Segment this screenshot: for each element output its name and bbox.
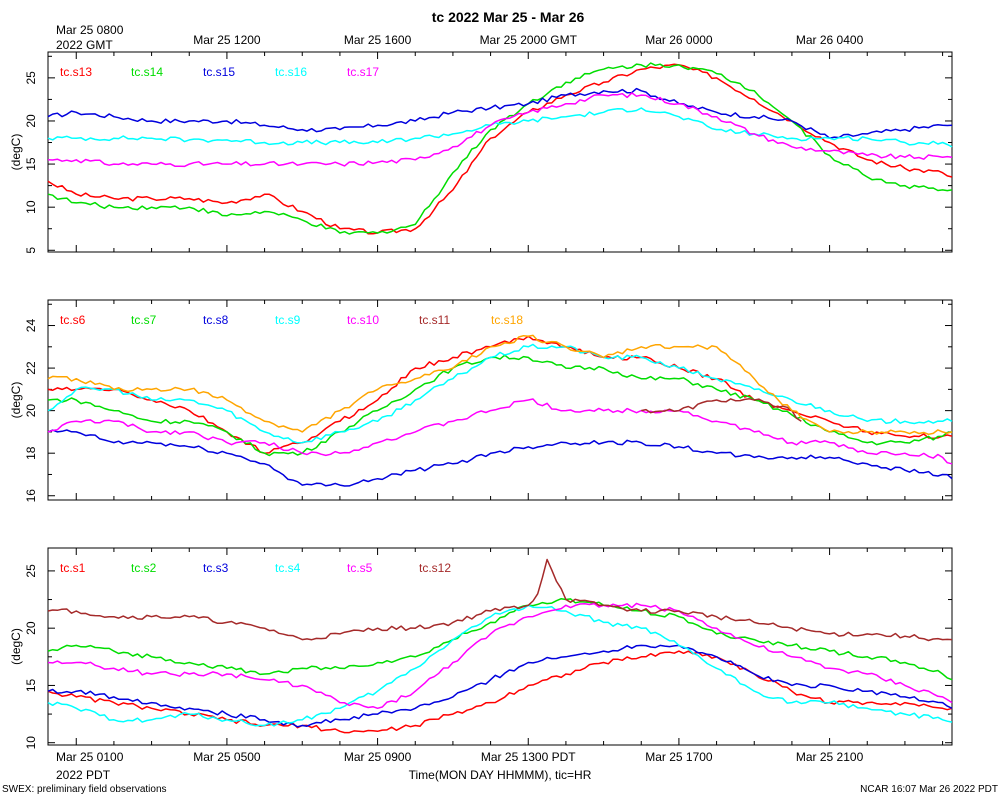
legend-entry-tc.s1: tc.s1 xyxy=(60,561,86,575)
bottom-axis-labels: Mar 25 0500 Mar 25 0900 Mar 25 1300 PDT Mar… xyxy=(193,750,863,764)
bottom-axis-label: Mar 25 2100 xyxy=(796,750,864,764)
bottom-axis-label: Mar 25 1700 xyxy=(645,750,713,764)
series-line-tc.s8 xyxy=(47,429,953,487)
footer-left-note: SWEX: preliminary field observations xyxy=(2,784,167,795)
y-tick-label: 20 xyxy=(24,404,38,418)
bottom-axis-label: Mar 25 0500 xyxy=(193,750,261,764)
y-tick-label: 25 xyxy=(24,564,38,578)
series-line-tc.s12 xyxy=(47,558,953,642)
top-axis-label: Mar 26 0400 xyxy=(796,33,864,47)
y-tick-label: 16 xyxy=(24,489,38,503)
legend-entry-tc.s13: tc.s13 xyxy=(60,65,92,79)
legend-entry-tc.s8: tc.s8 xyxy=(203,313,229,327)
series-line-tc.s10 xyxy=(47,398,953,465)
y-tick-label: 22 xyxy=(24,361,38,375)
legend-entry-tc.s12: tc.s12 xyxy=(419,561,451,575)
chart-panels: 5 10 15 20 25 (degC) tc.s13 tc.s14 tc.s15 tc.s16 t… xyxy=(9,51,953,750)
y-tick-label: 10 xyxy=(24,736,38,750)
series-line-tc.s3 xyxy=(47,644,953,728)
y-tick-label: 24 xyxy=(24,319,38,333)
bottom-axis-first-label-line2: 2022 PDT xyxy=(56,768,111,782)
y-tick-label: 10 xyxy=(24,200,38,214)
series-line-tc.s6 xyxy=(47,335,953,454)
bottom-axis-first-label-line1: Mar 25 0100 xyxy=(56,750,124,764)
top-axis-label: Mar 25 2000 GMT xyxy=(480,33,578,47)
top-axis-label: Mar 26 0000 xyxy=(645,33,713,47)
y-axis-label: (degC) xyxy=(9,382,23,419)
bottom-axis-label: Mar 25 0900 xyxy=(344,750,412,764)
y-tick-label: 15 xyxy=(24,157,38,171)
legend-entry-tc.s11: tc.s11 xyxy=(419,313,450,327)
series-line-tc.s2 xyxy=(47,597,953,681)
legend-entry-tc.s17: tc.s17 xyxy=(347,65,379,79)
plot-frame xyxy=(47,51,953,253)
top-axis-label: Mar 25 1600 xyxy=(344,33,412,47)
series-line-tc.s5 xyxy=(47,602,953,710)
legend-entry-tc.s6: tc.s6 xyxy=(60,313,86,327)
plot-frame xyxy=(47,547,953,746)
legend-entry-tc.s15: tc.s15 xyxy=(203,65,235,79)
legend-entry-tc.s2: tc.s2 xyxy=(131,561,157,575)
panel-middle: 16 18 20 22 24 (degC) tc.s6 tc.s7 tc.s8 tc.s9 tc.s… xyxy=(9,299,953,503)
y-tick-label: 18 xyxy=(24,446,38,460)
y-tick-label: 15 xyxy=(24,678,38,692)
y-tick-label: 5 xyxy=(24,247,38,254)
series-line-tc.s17 xyxy=(47,92,953,168)
series-line-tc.s4 xyxy=(47,604,953,727)
top-axis-first-label-line2: 2022 GMT xyxy=(56,38,113,52)
series-line-tc.s11 xyxy=(641,398,802,422)
x-axis-title: Time(MON DAY HHMMM), tic=HR xyxy=(409,768,592,782)
legend-entry-tc.s5: tc.s5 xyxy=(347,561,373,575)
legend-entry-tc.s3: tc.s3 xyxy=(203,561,229,575)
bottom-axis-label: Mar 25 1300 PDT xyxy=(481,750,576,764)
top-axis-first-label-line1: Mar 25 0800 xyxy=(56,23,124,37)
series-line-tc.s16 xyxy=(47,107,953,148)
top-axis-label: Mar 25 1200 xyxy=(193,33,261,47)
y-tick-label: 25 xyxy=(24,71,38,85)
y-tick-label: 20 xyxy=(24,114,38,128)
panel-top: 5 10 15 20 25 (degC) tc.s13 tc.s14 tc.s15 tc.s16 t… xyxy=(9,51,953,254)
y-tick-label: 20 xyxy=(24,621,38,635)
legend-entry-tc.s9: tc.s9 xyxy=(275,313,301,327)
series-line-tc.s9 xyxy=(47,343,953,444)
y-axis-label: (degC) xyxy=(9,628,23,665)
legend-entry-tc.s10: tc.s10 xyxy=(347,313,379,327)
series-line-tc.s18 xyxy=(47,334,953,436)
chart-title: tc 2022 Mar 25 - Mar 26 xyxy=(432,9,585,25)
legend-entry-tc.s4: tc.s4 xyxy=(275,561,301,575)
series-line-tc.s15 xyxy=(47,87,953,139)
y-axis-label: (degC) xyxy=(9,134,23,171)
footer-right-note: NCAR 16:07 Mar 26 2022 PDT xyxy=(860,784,998,795)
series-line-tc.s14 xyxy=(47,62,953,235)
legend-entry-tc.s14: tc.s14 xyxy=(131,65,163,79)
top-axis-labels: Mar 25 1200 Mar 25 1600 Mar 25 2000 GMT Mar… xyxy=(193,33,863,47)
legend-entry-tc.s18: tc.s18 xyxy=(491,313,523,327)
panel-bottom: 10 15 20 25 (degC) tc.s1 tc.s2 tc.s3 tc.s4 tc.s5 t… xyxy=(9,547,953,750)
legend-entry-tc.s16: tc.s16 xyxy=(275,65,307,79)
legend-entry-tc.s7: tc.s7 xyxy=(131,313,157,327)
